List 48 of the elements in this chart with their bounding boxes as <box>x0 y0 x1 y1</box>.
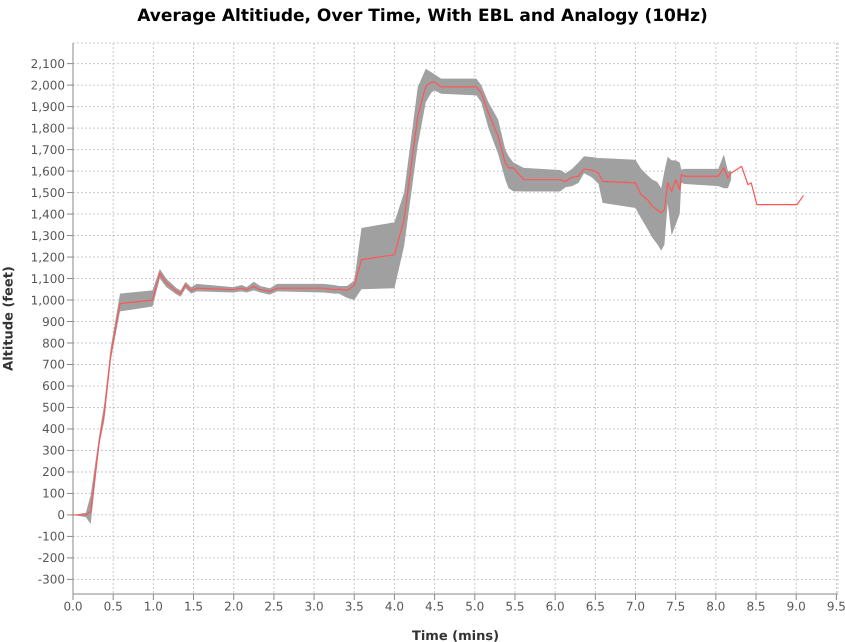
x-tick-label: 5.5 <box>505 600 525 614</box>
x-tick-label: 4.0 <box>384 600 404 614</box>
x-tick-label: 6.0 <box>546 600 565 614</box>
x-tick-label: 5.0 <box>465 600 484 614</box>
x-tick-label: 7.5 <box>666 600 686 614</box>
x-tick-label: 2.5 <box>264 600 284 614</box>
y-tick-label: 2,100 <box>30 56 65 71</box>
x-tick-label: 8.0 <box>706 600 726 614</box>
x-tick-label: 6.5 <box>586 600 605 614</box>
x-tick-label: 1.0 <box>144 600 163 614</box>
y-tick-label: -300 <box>38 572 65 587</box>
y-tick-label: 100 <box>42 486 65 501</box>
x-tick-label: 0.5 <box>104 600 123 614</box>
x-tick-label: 7.0 <box>626 600 646 614</box>
y-tick-label: -100 <box>38 530 65 544</box>
x-tick-label: 1.5 <box>184 600 204 614</box>
x-tick-label: 3.5 <box>344 600 364 614</box>
y-tick-label: 700 <box>42 358 65 372</box>
x-tick-label: 9.5 <box>826 600 845 614</box>
y-tick-label: 0 <box>57 508 65 522</box>
x-tick-label: 4.5 <box>425 600 444 614</box>
y-tick-label: 2,000 <box>30 78 65 92</box>
x-tick-label: 2.0 <box>224 600 244 614</box>
y-tick-label: 400 <box>42 422 65 436</box>
y-tick-label: 1,300 <box>30 228 65 243</box>
x-tick-label: 0.0 <box>63 600 83 614</box>
x-tick-label: 8.5 <box>746 600 766 614</box>
y-tick-label: 1,600 <box>30 164 65 178</box>
y-tick-label: 1,400 <box>30 207 65 222</box>
x-tick-label: 9.0 <box>786 600 806 614</box>
chart-title: Average Altitiude, Over Time, With EBL and Analogy (10Hz) <box>136 6 709 26</box>
y-tick-label: 500 <box>42 400 65 415</box>
y-tick-label: 1,800 <box>30 121 65 136</box>
y-tick-label: 600 <box>42 379 65 394</box>
y-tick-label: 800 <box>42 336 65 350</box>
x-tick-label: 3.0 <box>304 600 324 614</box>
y-tick-label: 1,700 <box>30 142 65 157</box>
y-tick-label: 200 <box>42 465 65 480</box>
y-axis-title: Altitude (feet) <box>2 266 17 371</box>
y-tick-label: -200 <box>38 551 65 566</box>
y-tick-label: 1,500 <box>30 186 65 200</box>
y-tick-label: 1,200 <box>30 250 65 264</box>
x-axis-title: Time (mins) <box>412 629 500 642</box>
y-tick-label: 900 <box>42 314 65 329</box>
y-tick-label: 1,100 <box>30 272 65 286</box>
y-tick-label: 1,000 <box>30 293 65 308</box>
y-tick-label: 300 <box>42 444 65 458</box>
y-tick-label: 1,900 <box>30 100 65 114</box>
